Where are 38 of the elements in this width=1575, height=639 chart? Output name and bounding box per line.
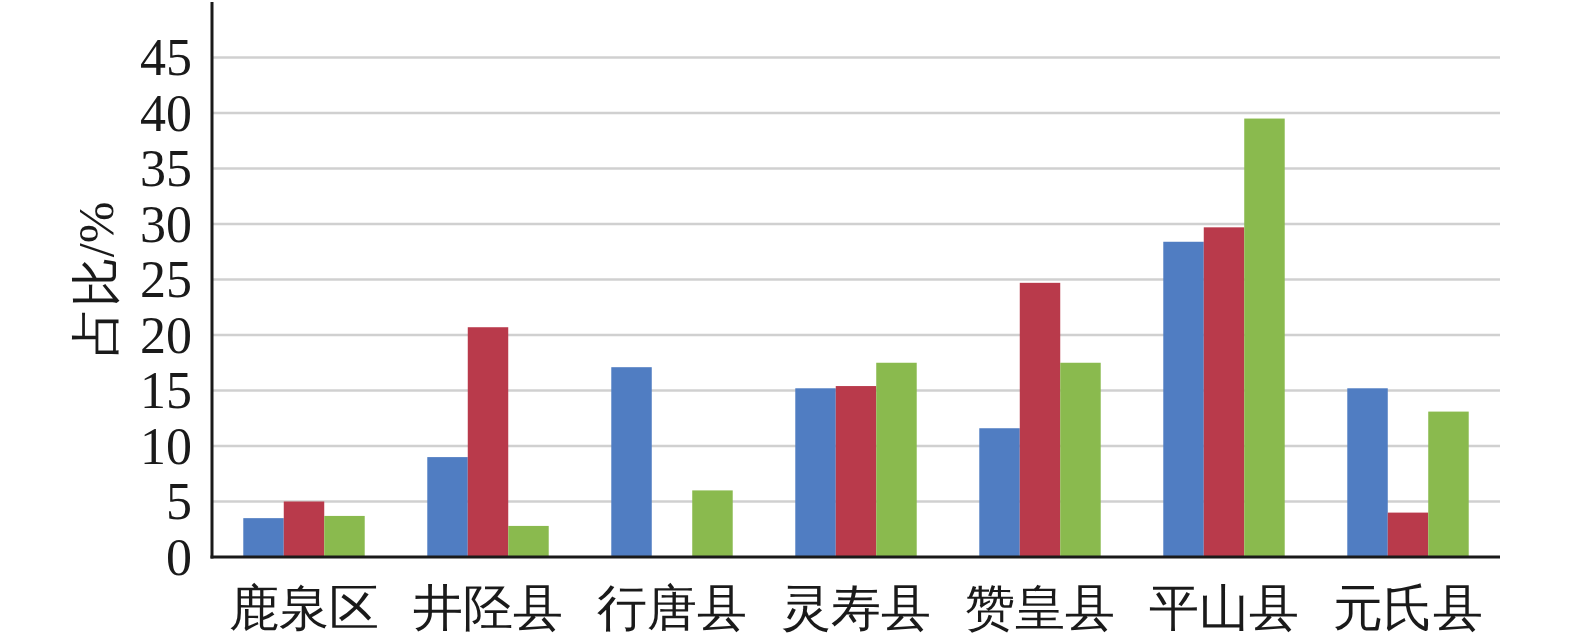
y-tick-label: 0 [166, 528, 192, 586]
x-tick-label: 井陉县 [413, 580, 563, 636]
bar [283, 501, 325, 557]
bar [1387, 512, 1429, 557]
x-tick-label: 灵寿县 [781, 580, 931, 636]
y-tick-label: 25 [140, 251, 192, 308]
bar [1019, 282, 1061, 557]
x-tick-label: 行唐县 [597, 580, 747, 636]
bar [427, 457, 468, 557]
y-tick-label: 5 [166, 473, 192, 530]
bar [692, 490, 733, 557]
x-tick-label: 平山县 [1149, 580, 1299, 636]
bar [324, 515, 365, 557]
x-tick-label: 鹿泉区 [229, 580, 379, 636]
bar [243, 518, 284, 557]
bar [1060, 362, 1101, 557]
bar [1347, 388, 1388, 557]
y-tick-label: 20 [140, 306, 192, 364]
y-tick-label: 10 [140, 417, 192, 475]
bar [1203, 227, 1245, 557]
bar [611, 367, 652, 557]
bar [1428, 411, 1469, 557]
y-tick-label: 15 [140, 362, 192, 419]
y-tick-label: 30 [140, 195, 192, 253]
bar [795, 388, 836, 557]
bar [979, 428, 1020, 557]
bar [1163, 241, 1204, 557]
bar [467, 327, 509, 557]
x-tick-label: 元氏县 [1333, 580, 1483, 636]
bar [835, 386, 877, 557]
bar [508, 525, 549, 557]
y-axis-title: 占比/% [68, 201, 124, 358]
x-tick-label: 赞皇县 [965, 580, 1115, 636]
y-tick-label: 40 [140, 84, 192, 142]
bar [876, 362, 917, 557]
y-tick-label: 45 [140, 29, 192, 86]
bar [1244, 118, 1285, 557]
y-tick-label: 35 [140, 140, 192, 197]
